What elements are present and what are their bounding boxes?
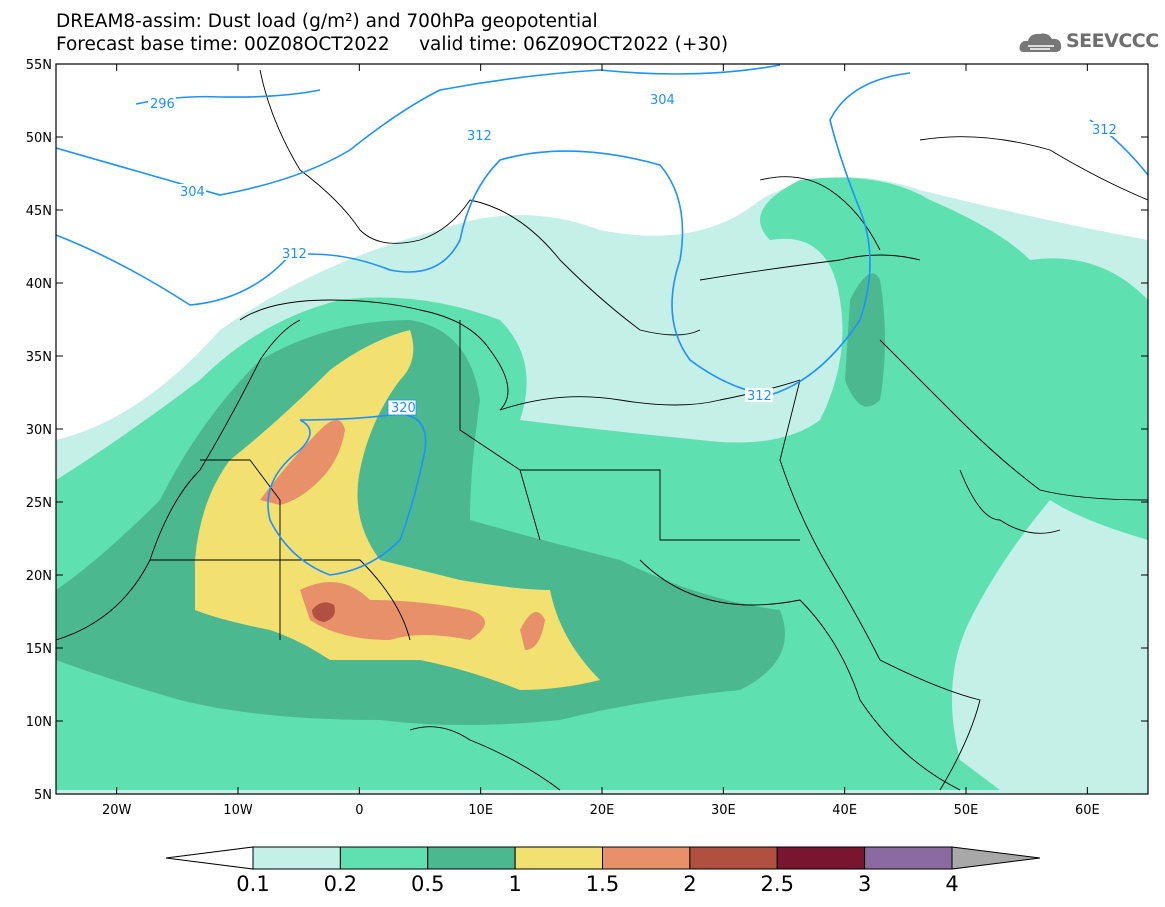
contour-label-312-south: 312: [747, 389, 772, 404]
lon-tick-label: 10E: [468, 803, 493, 818]
colorbar-label: 0.2: [324, 872, 357, 896]
lon-tick-label: 0: [355, 803, 363, 818]
latitude-axis: 55N 50N 45N 40N 35N 30N 25N 20N 15N 10N 5N: [26, 58, 1148, 803]
colorbar-label: 2.5: [761, 872, 794, 896]
lat-tick-label: 15N: [26, 642, 52, 657]
lat-tick-label: 35N: [26, 350, 52, 365]
colorbar-label: 1: [508, 872, 521, 896]
colorbar-label: 2: [683, 872, 696, 896]
lon-tick-label: 20W: [102, 803, 132, 818]
colorbar: 0.1 0.2 0.5 1 1.5 2 2.5 3 4: [165, 846, 1041, 896]
colorbar-swatch: [427, 846, 516, 870]
lat-tick-label: 40N: [26, 277, 52, 292]
map-title: DREAM8-assim: Dust load (g/m²) and 700hP…: [56, 11, 598, 32]
colorbar-swatch: [864, 846, 953, 870]
colorbar-label: 1.5: [586, 872, 619, 896]
logo-text: SEEVCCC: [1066, 30, 1159, 52]
contour-label-312-west: 312: [282, 247, 307, 262]
colorbar-swatch: [252, 846, 341, 870]
contour-label-296: 296: [150, 97, 175, 112]
colorbar-label: 4: [945, 872, 958, 896]
colorbar-swatch: [689, 846, 778, 870]
contour-labels: 296 304 312 312 304 312 312 320: [148, 92, 1118, 416]
colorbar-swatch: [776, 846, 866, 870]
lat-tick-label: 20N: [26, 569, 52, 584]
colorbar-low-triangle: [165, 846, 254, 870]
contour-label-304-east: 304: [650, 93, 675, 108]
contour-label-312-north: 312: [467, 129, 492, 144]
contour-label-312-far-east: 312: [1092, 123, 1117, 138]
lon-tick-label: 20E: [590, 803, 615, 818]
lon-tick-label: 60E: [1075, 803, 1100, 818]
colorbar-swatch: [514, 846, 603, 870]
lat-tick-label: 45N: [26, 204, 52, 219]
dust-field: 296 304 312 312 304 312 312 320: [56, 64, 1148, 794]
lat-tick-label: 30N: [26, 423, 52, 438]
lon-tick-label: 30E: [711, 803, 736, 818]
map-subtitle: Forecast base time: 00Z08OCT2022 valid t…: [56, 34, 729, 55]
lon-tick-label: 50E: [954, 803, 979, 818]
lat-tick-label: 25N: [26, 496, 52, 511]
coastlines: [56, 69, 1148, 791]
colorbar-label: 0.5: [411, 872, 444, 896]
lat-tick-label: 55N: [26, 58, 52, 73]
longitude-axis: 20W 10W 0 10E 20E 30E 40E 50E 60E: [102, 64, 1100, 818]
contour-label-304-west: 304: [180, 185, 205, 200]
lat-tick-label: 10N: [26, 715, 52, 730]
lon-tick-label: 10W: [223, 803, 253, 818]
contour-label-320: 320: [391, 401, 416, 416]
cloud-icon: [1019, 33, 1062, 52]
lon-tick-label: 40E: [832, 803, 857, 818]
colorbar-label: 3: [858, 872, 871, 896]
lat-tick-label: 5N: [34, 788, 52, 803]
colorbar-swatch: [339, 846, 429, 870]
colorbar-label: 0.1: [236, 872, 269, 896]
colorbar-swatch: [602, 846, 691, 870]
colorbar-high-triangle: [951, 846, 1041, 870]
lat-tick-label: 50N: [26, 131, 52, 146]
